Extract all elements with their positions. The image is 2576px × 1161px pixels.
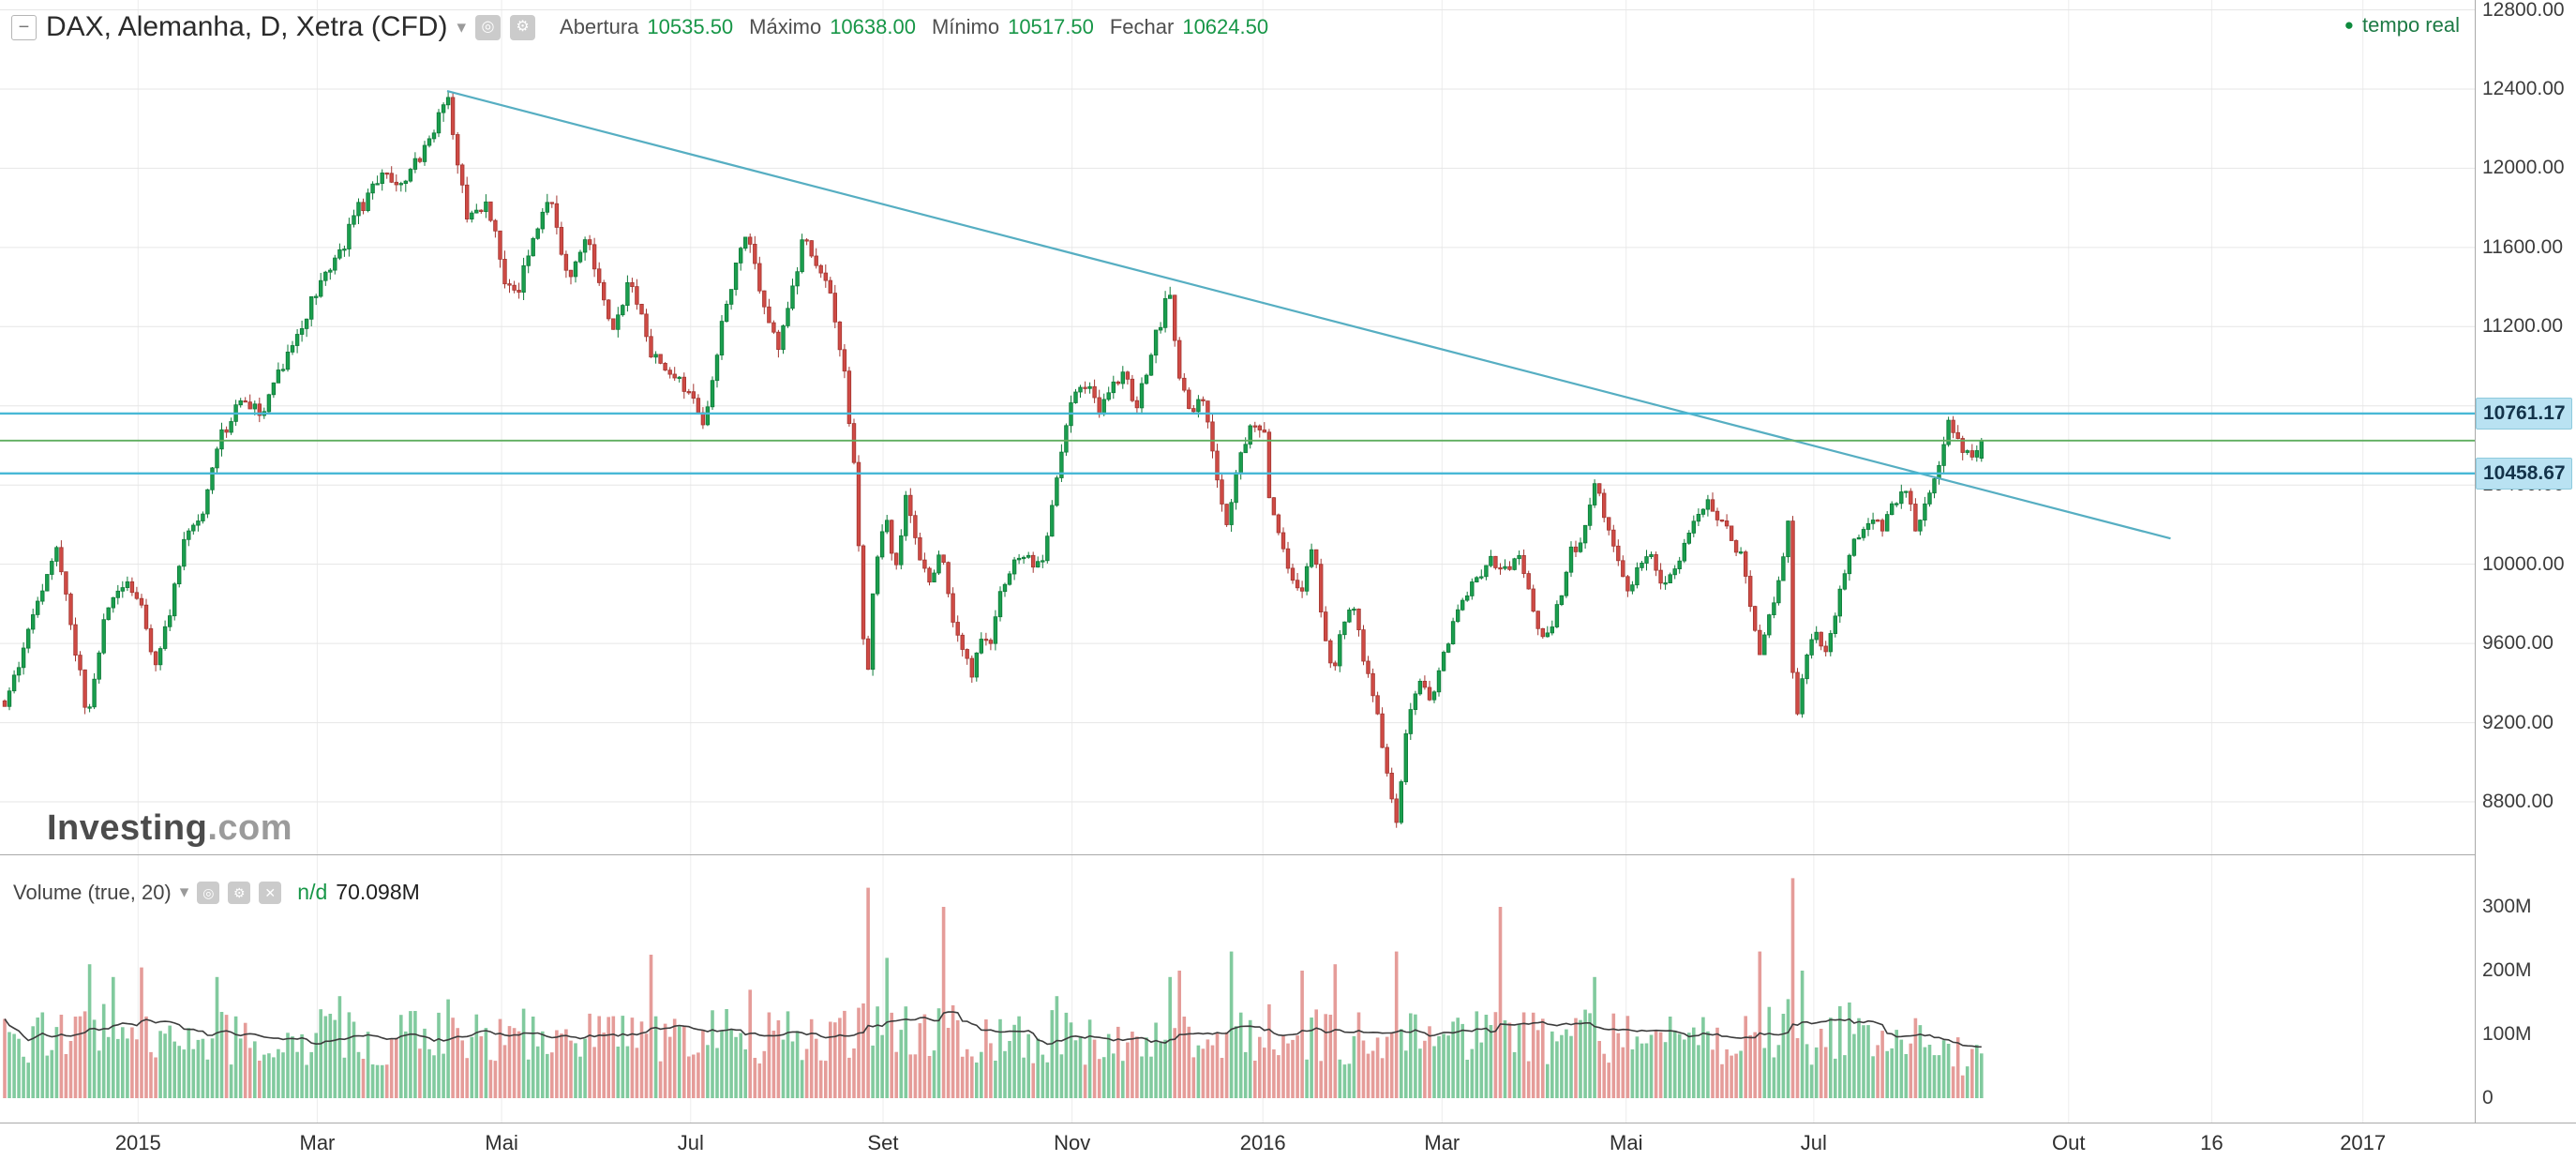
instrument-title[interactable]: DAX, Alemanha, D, Xetra (CFD) <box>46 11 448 42</box>
time-axis-label: 2017 <box>2340 1131 2387 1154</box>
ohlc-open-label: Abertura <box>560 15 639 38</box>
time-axis-label: Nov <box>1054 1131 1091 1154</box>
realtime-indicator: ● tempo real <box>2344 13 2460 38</box>
remove-indicator-icon[interactable]: ✕ <box>259 881 282 904</box>
volume-indicator-legend: Volume (true, 20) ▾ ◎ ⚙ ✕ n/d 70.098M <box>13 880 420 905</box>
ohlc-readout: Abertura 10535.50 Máximo 10638.00 Mínimo 1051… <box>560 15 1276 39</box>
ohlc-open-value: 10535.50 <box>647 15 734 38</box>
ohlc-low-label: Mínimo <box>931 15 1000 38</box>
indicator-settings-icon[interactable]: ⚙ <box>228 881 251 904</box>
time-axis-label: 2015 <box>114 1131 161 1154</box>
ohlc-high-label: Máximo <box>749 15 822 38</box>
price-axis[interactable]: 12800.00 12400.00 12000.00 11600.00 11200.00… <box>2475 0 2576 1123</box>
instrument-legend: − DAX, Alemanha, D, Xetra (CFD) ▾ ◎ ⚙ Ab… <box>11 11 1276 43</box>
time-axis-label: 2016 <box>1239 1131 1286 1154</box>
volume-tick-label: 100M <box>2482 1023 2532 1045</box>
price-tick-label: 12400.00 <box>2482 77 2565 99</box>
collapse-panel-button[interactable]: − <box>11 14 37 40</box>
time-axis-label: Mai <box>1610 1131 1643 1154</box>
ohlc-high-value: 10638.00 <box>830 15 916 38</box>
price-tick-label: 10000.00 <box>2482 552 2565 575</box>
volume-tick-label: 200M <box>2482 959 2532 981</box>
ohlc-close-value: 10624.50 <box>1182 15 1269 38</box>
time-axis-label: Mar <box>299 1131 336 1154</box>
chevron-down-icon[interactable]: ▾ <box>179 882 189 902</box>
price-tick-label: 9200.00 <box>2482 711 2554 733</box>
ohlc-low-value: 10517.50 <box>1008 15 1094 38</box>
time-axis-label: Jul <box>677 1131 704 1154</box>
price-tick-label: 11200.00 <box>2482 315 2564 338</box>
visibility-icon[interactable]: ◎ <box>197 881 220 904</box>
pane-resize-handle[interactable] <box>0 854 2576 855</box>
price-level-badge: 10761.17 <box>2476 397 2572 430</box>
price-tick-label: 9600.00 <box>2482 632 2554 655</box>
price-tick-label: 12800.00 <box>2482 0 2565 21</box>
time-axis-label: 16 <box>2200 1131 2224 1154</box>
time-axis-label: Mai <box>485 1131 518 1154</box>
time-axis-label: Out <box>2052 1131 2086 1154</box>
ohlc-close-label: Fechar <box>1109 15 1175 38</box>
volume-current-value: 70.098M <box>336 880 420 904</box>
volume-na-value: n/d <box>297 880 328 904</box>
realtime-dot-icon: ● <box>2344 16 2355 34</box>
time-axis-label: Mar <box>1424 1131 1460 1154</box>
volume-tick-label: 0 <box>2482 1087 2494 1108</box>
chart-style-icon[interactable]: ◎ <box>475 14 502 40</box>
realtime-label: tempo real <box>2362 13 2460 37</box>
watermark-light-text: .com <box>207 808 293 848</box>
price-tick-label: 11600.00 <box>2482 235 2564 258</box>
price-tick-label: 8800.00 <box>2482 791 2554 812</box>
time-axis-label: Jul <box>1800 1131 1827 1154</box>
chart-plot-area[interactable]: − DAX, Alemanha, D, Xetra (CFD) ▾ ◎ ⚙ Ab… <box>0 0 2475 1123</box>
price-volume-chart <box>0 0 2475 1123</box>
price-level-badge: 10458.67 <box>2476 457 2572 490</box>
time-axis-label: Set <box>867 1131 899 1154</box>
settings-icon[interactable]: ⚙ <box>510 14 536 40</box>
chevron-down-icon[interactable]: ▾ <box>457 17 467 38</box>
volume-indicator-title[interactable]: Volume (true, 20) <box>13 880 172 904</box>
time-axis[interactable]: 2015 Mar Mai Jul Set Nov 2016 Mar Mai Jul Out 16 201… <box>0 1123 2576 1161</box>
volume-tick-label: 300M <box>2482 896 2532 917</box>
watermark-bold-text: Investing <box>47 808 208 848</box>
investing-watermark: Investing.com <box>47 808 292 849</box>
price-tick-label: 12000.00 <box>2482 157 2565 179</box>
